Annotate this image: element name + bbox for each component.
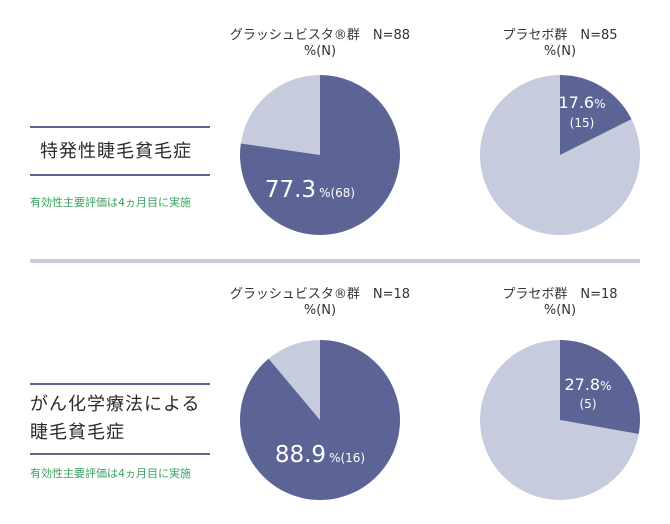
pie-4-slice-rest [480,340,639,500]
pie-2-unit-label: %(N) [543,44,577,59]
pie-chart-4: 27.8% (5) [480,340,641,500]
section-1-note: 有効性主要評価は4ヵ月目に実施 [30,196,191,209]
pie-3-pct: 88.9 [275,442,326,468]
pie-1-unit-label: %(N) [303,44,337,59]
pie-1-pct: 77.3 [265,177,316,203]
section-2-rule-top [30,383,210,385]
pie-2-count: (15) [570,116,595,130]
pie-2-slice-main [560,75,632,155]
section-2-label-block: がん化学療法による 睫毛貧毛症 有効性主要評価は4ヵ月目に実施 [30,383,210,480]
pie-3-title: グラッシュビスタ®群 N=18 [229,287,411,302]
section-2-note: 有効性主要評価は4ヵ月目に実施 [30,467,191,480]
pie-3-unit-label: %(N) [303,303,337,318]
pie-1-slice-rest [240,75,320,155]
pie-2-data-label: 17.6% [558,93,605,112]
pie-1-data-label: 77.3 %(68) [265,177,355,203]
pie-4-title: プラセボ群 N=18 [502,287,618,302]
pie-3-pct-unit: % [329,451,340,465]
section-1-label-block: 特発性睫毛貧毛症 有効性主要評価は4ヵ月目に実施 [30,126,210,209]
pie-2-pct: 17.6 [558,93,594,112]
pie-4-pct-unit: % [600,379,611,393]
pie-chart-2: 17.6% (15) [480,75,641,235]
pie-3-header: グラッシュビスタ®群 N=18 %(N) [200,287,440,319]
pie-1-title: グラッシュビスタ®群 N=88 [229,28,411,43]
section-divider [30,259,640,263]
pie-1-slice-main [239,75,400,235]
pie-4-header: プラセボ群 N=18 %(N) [460,287,660,319]
section-1-title: 特発性睫毛貧毛症 [30,128,210,174]
section-1-title-line-1: 特発性睫毛貧毛症 [40,141,192,162]
pie-chart-3: 88.9 %(16) [239,340,400,500]
pie-1-count: (68) [330,186,355,200]
pie-4-count: (5) [580,397,597,411]
pie-4-unit-label: %(N) [543,303,577,318]
section-2-rule-bottom [30,453,210,455]
pie-2-slice-rest [480,75,641,235]
pie-1-pct-unit: % [319,186,330,200]
pie-2-header: プラセボ群 N=85 %(N) [460,28,660,60]
pie-4-data-label: 27.8% [564,375,611,394]
pie-3-slice-rest [268,340,320,420]
section-1-rule-top [30,126,210,128]
section-1-rule-bottom [30,174,210,176]
pie-3-count: (16) [340,451,365,465]
pie-chart-1: 77.3 %(68) [239,75,400,235]
pie-4-pct: 27.8 [564,375,600,394]
pie-4-slice-main [560,340,641,434]
section-2-title-line-1: がん化学療法による [30,394,201,415]
pie-2-pct-unit: % [594,97,605,111]
pie-2-title: プラセボ群 N=85 [502,28,618,43]
pie-3-slice-main [239,340,400,500]
section-2-title-line-2: 睫毛貧毛症 [30,422,125,443]
pie-1-header: グラッシュビスタ®群 N=88 %(N) [200,28,440,60]
section-2-title: がん化学療法による 睫毛貧毛症 [30,385,210,453]
pie-3-data-label: 88.9 %(16) [275,442,365,468]
